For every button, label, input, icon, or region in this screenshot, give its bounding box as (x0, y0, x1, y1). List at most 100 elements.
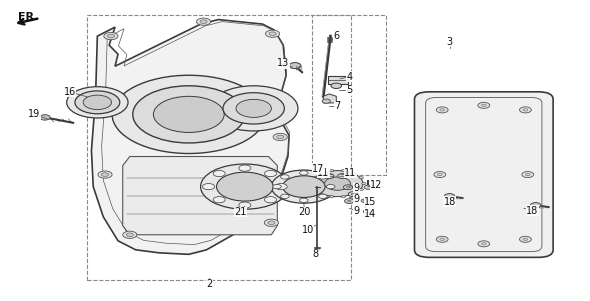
Bar (312, 15, 386, 175)
Circle shape (281, 175, 289, 179)
Circle shape (312, 188, 316, 191)
Circle shape (223, 93, 284, 124)
Circle shape (319, 193, 323, 195)
Circle shape (519, 236, 531, 242)
Text: 20: 20 (299, 207, 310, 217)
Text: 5: 5 (346, 85, 352, 95)
Circle shape (300, 198, 308, 203)
Circle shape (75, 91, 120, 114)
Circle shape (523, 238, 527, 240)
Circle shape (153, 96, 224, 132)
Circle shape (440, 109, 445, 111)
Bar (328, 76, 348, 84)
Circle shape (326, 185, 335, 189)
Circle shape (107, 34, 114, 38)
Circle shape (264, 219, 278, 226)
Circle shape (362, 182, 366, 185)
Circle shape (481, 104, 486, 107)
Text: 9: 9 (353, 194, 359, 204)
Text: 14: 14 (365, 209, 376, 219)
Circle shape (481, 243, 486, 245)
Circle shape (133, 86, 245, 143)
Text: 18: 18 (444, 197, 455, 207)
Circle shape (346, 186, 350, 188)
Circle shape (239, 202, 251, 208)
Circle shape (444, 194, 455, 199)
Circle shape (201, 164, 289, 209)
Circle shape (40, 115, 50, 120)
Circle shape (67, 87, 128, 118)
Circle shape (319, 194, 327, 198)
Circle shape (437, 173, 442, 176)
Circle shape (434, 172, 445, 178)
Text: 13: 13 (277, 58, 289, 68)
Circle shape (324, 174, 334, 178)
Circle shape (225, 94, 282, 123)
Text: 12: 12 (371, 180, 382, 190)
Circle shape (312, 171, 363, 197)
Circle shape (277, 135, 284, 139)
Circle shape (324, 177, 350, 190)
Circle shape (348, 200, 351, 202)
Circle shape (341, 196, 346, 198)
Circle shape (348, 192, 358, 197)
Text: 18: 18 (526, 206, 538, 216)
Circle shape (76, 92, 119, 113)
Text: 9: 9 (353, 183, 359, 193)
Circle shape (352, 172, 356, 174)
Circle shape (361, 199, 368, 203)
Circle shape (213, 197, 225, 203)
Circle shape (337, 174, 347, 178)
Circle shape (319, 175, 327, 179)
Text: 11: 11 (345, 168, 356, 178)
Circle shape (236, 99, 271, 117)
Circle shape (530, 203, 541, 208)
Polygon shape (91, 20, 289, 254)
Circle shape (266, 30, 280, 37)
Circle shape (209, 86, 298, 131)
Circle shape (331, 83, 342, 88)
Circle shape (196, 18, 211, 25)
Circle shape (104, 33, 118, 40)
Circle shape (271, 170, 336, 203)
Circle shape (363, 209, 371, 213)
Circle shape (352, 193, 356, 195)
Text: 6: 6 (333, 31, 339, 41)
Circle shape (126, 233, 133, 237)
Circle shape (341, 169, 346, 172)
Circle shape (345, 199, 354, 203)
Circle shape (364, 185, 372, 189)
Polygon shape (123, 157, 277, 235)
Circle shape (275, 184, 287, 190)
Text: 3: 3 (447, 36, 453, 47)
Text: 11: 11 (317, 168, 329, 178)
Text: 7: 7 (335, 101, 340, 111)
Circle shape (202, 184, 215, 190)
Circle shape (101, 173, 109, 176)
Text: 17: 17 (313, 163, 324, 174)
Circle shape (269, 32, 276, 36)
Circle shape (478, 102, 490, 108)
Circle shape (440, 238, 445, 240)
Circle shape (312, 177, 316, 179)
FancyBboxPatch shape (414, 92, 553, 257)
Circle shape (217, 172, 273, 201)
Text: 19: 19 (28, 109, 40, 119)
Circle shape (519, 107, 531, 113)
Circle shape (343, 185, 353, 190)
Text: 8: 8 (313, 249, 319, 259)
Circle shape (213, 170, 225, 177)
Circle shape (273, 185, 281, 189)
Circle shape (309, 182, 313, 185)
Circle shape (359, 177, 363, 179)
Text: 4: 4 (346, 72, 352, 82)
Text: 21: 21 (235, 207, 247, 217)
Circle shape (322, 99, 330, 103)
Circle shape (264, 170, 277, 177)
Bar (87, 15, 351, 280)
Circle shape (319, 172, 323, 174)
Circle shape (436, 236, 448, 242)
Circle shape (281, 194, 289, 198)
Circle shape (273, 133, 287, 141)
Text: 2: 2 (206, 279, 212, 290)
